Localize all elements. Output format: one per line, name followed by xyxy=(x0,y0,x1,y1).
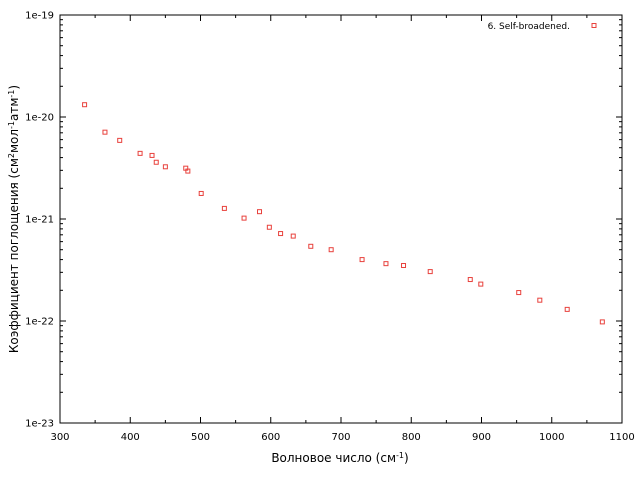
y-tick-label: 1e-21 xyxy=(25,215,54,226)
y-axis-label-a-sup: 2 xyxy=(7,153,16,158)
data-point xyxy=(359,257,365,263)
y-tick-label: 1e-19 xyxy=(25,11,54,22)
x-tick-label: 1100 xyxy=(609,432,634,443)
y-tick-label: 1e-22 xyxy=(25,317,54,328)
y-axis-label: Коэффициент поглощения (см2мол-1атм-1) xyxy=(7,85,21,353)
data-point xyxy=(185,168,191,174)
y-axis: 1e-23 1e-22 1e-21 1e-20 1e-19 xyxy=(25,11,622,430)
x-axis-label: Волновое число (см-1) xyxy=(271,451,408,465)
x-axis-label-sup: -1 xyxy=(396,451,404,460)
data-point xyxy=(278,231,284,237)
data-point xyxy=(537,297,543,303)
data-point xyxy=(266,224,272,230)
data-point xyxy=(198,190,204,196)
y-axis-label-b: мол xyxy=(7,129,21,153)
data-point xyxy=(153,159,159,165)
y-axis-label-b-sup: -1 xyxy=(7,121,16,129)
data-point xyxy=(308,243,314,249)
data-point xyxy=(257,209,263,215)
x-tick-label: 300 xyxy=(50,432,69,443)
data-point xyxy=(149,152,155,158)
data-point xyxy=(599,319,605,325)
legend-marker xyxy=(591,23,597,28)
y-axis-label-d: ) xyxy=(7,85,21,90)
x-axis: 300 400 500 600 700 800 900 1000 1100 xyxy=(50,15,635,443)
x-tick-label: 800 xyxy=(402,432,421,443)
data-point xyxy=(221,205,227,211)
y-axis-label-c-sup: -1 xyxy=(7,90,16,98)
x-tick-label: 600 xyxy=(261,432,280,443)
legend-label: 6. Self-broadened. xyxy=(488,22,570,32)
data-point xyxy=(82,102,88,108)
y-tick-label: 1e-20 xyxy=(25,113,54,124)
y-tick-label: 1e-23 xyxy=(25,419,54,430)
plot-frame xyxy=(59,14,623,424)
data-point xyxy=(516,290,522,296)
data-point xyxy=(564,306,570,312)
data-point xyxy=(137,150,143,156)
data-point xyxy=(467,277,473,283)
x-tick-label: 400 xyxy=(121,432,140,443)
data-point xyxy=(102,129,108,135)
y-axis-label-a: Коэффициент поглощения (см xyxy=(7,158,21,353)
x-axis-label-main: Волновое число (см xyxy=(271,451,396,465)
data-point xyxy=(290,233,296,239)
series-points xyxy=(82,102,605,325)
x-axis-label-tail: ) xyxy=(404,451,409,465)
y-axis-label-c: атм xyxy=(7,98,21,121)
data-point xyxy=(427,269,433,275)
data-point xyxy=(383,261,389,267)
x-tick-label: 700 xyxy=(331,432,350,443)
data-point xyxy=(478,281,484,287)
x-tick-label: 1000 xyxy=(539,432,564,443)
data-point xyxy=(162,164,168,170)
data-point xyxy=(401,263,407,269)
legend: 6. Self-broadened. xyxy=(488,22,597,32)
data-point xyxy=(241,215,247,221)
data-point xyxy=(117,137,123,143)
x-tick-label: 900 xyxy=(472,432,491,443)
x-tick-label: 500 xyxy=(191,432,210,443)
data-point xyxy=(328,247,334,253)
